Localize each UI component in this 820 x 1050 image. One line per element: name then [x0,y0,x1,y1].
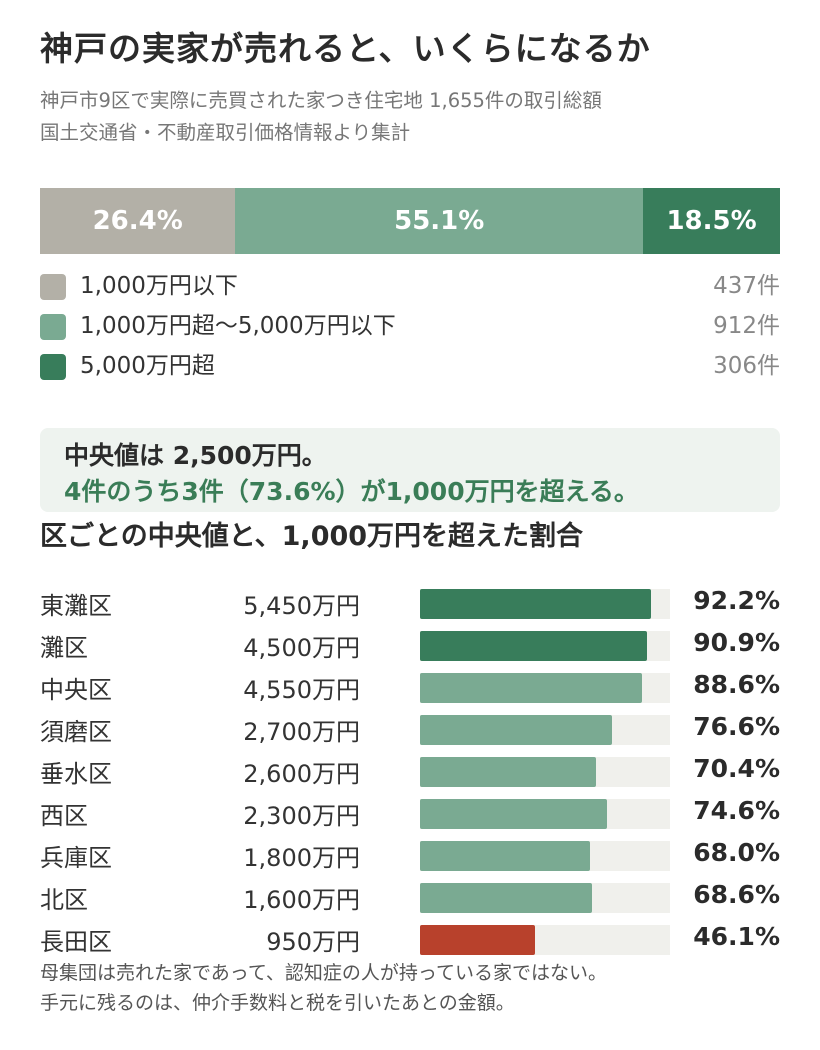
bar-track [420,673,670,703]
ward-percent-label: 76.6% [693,712,780,741]
footnote: 母集団は売れた家であって、認知症の人が持っている家ではない。 [40,962,607,984]
ward-median: 1,600万円 [243,886,360,914]
median-callout-headline: 中央値は 2,500万円。 [64,441,327,470]
ward-median: 2,600万円 [243,760,360,788]
ward-row: 長田区 950万円 46.1% [40,918,780,958]
ward-bar [420,757,596,787]
ward-name: 東灘区 [40,592,112,620]
ward-section-title: 区ごとの中央値と、1,000万円を超えた割合 [40,521,584,552]
ward-name: 灘区 [40,634,88,662]
ward-name: 須磨区 [40,718,112,746]
chart-subtitle: 神戸市9区で実際に売買された家つき住宅地 1,655件の取引総額 [40,89,602,112]
legend-count: 306件 [713,353,780,379]
stack-segment: 18.5% [643,188,780,254]
bar-track [420,841,670,871]
ward-percent-label: 88.6% [693,670,780,699]
bar-track [420,799,670,829]
chart-title: 神戸の実家が売れると、いくらになるか [40,29,651,68]
ward-median: 950万円 [266,928,360,956]
ward-median: 4,550万円 [243,676,360,704]
bar-track [420,715,670,745]
legend-swatch [40,274,66,300]
ward-bar [420,589,651,619]
legend-item: 5,000万円超 306件 [40,350,780,382]
ward-name: 北区 [40,886,88,914]
ward-bar [420,673,642,703]
ward-percent-label: 70.4% [693,754,780,783]
footnote: 手元に残るのは、仲介手数料と税を引いたあとの金額。 [40,992,515,1014]
ward-bar [420,925,536,955]
ward-row: 西区 2,300万円 74.6% [40,792,780,832]
bar-track [420,757,670,787]
median-callout: 中央値は 2,500万円。 4件のうち3件（73.6%）が1,000万円を超える… [40,428,780,512]
ward-percent-label: 74.6% [693,796,780,825]
median-callout-detail: 4件のうち3件（73.6%）が1,000万円を超える。 [64,477,639,506]
ward-name: 兵庫区 [40,844,112,872]
ward-name: 中央区 [40,676,112,704]
legend-swatch [40,314,66,340]
legend-label: 5,000万円超 [80,353,215,379]
stack-segment: 55.1% [235,188,644,254]
ward-bar [420,841,590,871]
ward-bar [420,631,648,661]
ward-name: 垂水区 [40,760,112,788]
ward-median: 2,300万円 [243,802,360,830]
legend-count: 912件 [713,313,780,339]
ward-percent-label: 90.9% [693,628,780,657]
ward-percent-label: 46.1% [693,922,780,951]
legend-item: 1,000万円超〜5,000万円以下 912件 [40,310,780,342]
ward-median: 4,500万円 [243,634,360,662]
ward-row: 須磨区 2,700万円 76.6% [40,708,780,748]
bar-track [420,589,670,619]
ward-percent-label: 68.0% [693,838,780,867]
bar-track [420,883,670,913]
ward-row: 東灘区 5,450万円 92.2% [40,582,780,622]
ward-percent-label: 68.6% [693,880,780,909]
ward-row: 北区 1,600万円 68.6% [40,876,780,916]
legend-swatch [40,354,66,380]
ward-row: 垂水区 2,600万円 70.4% [40,750,780,790]
legend-count: 437件 [713,273,780,299]
legend-label: 1,000万円以下 [80,273,238,299]
ward-name: 西区 [40,802,88,830]
stack-segment: 26.4% [40,188,236,254]
legend-label: 1,000万円超〜5,000万円以下 [80,313,396,339]
ward-row: 灘区 4,500万円 90.9% [40,624,780,664]
ward-median: 2,700万円 [243,718,360,746]
ward-percent-label: 92.2% [693,586,780,615]
bar-track [420,925,670,955]
ward-bar [420,883,592,913]
ward-row: 中央区 4,550万円 88.6% [40,666,780,706]
legend-item: 1,000万円以下 437件 [40,270,780,302]
ward-bar [420,799,607,829]
ward-median: 1,800万円 [243,844,360,872]
chart-source: 国土交通省・不動産取引価格情報より集計 [40,121,411,144]
ward-bar [420,715,612,745]
ward-row: 兵庫区 1,800万円 68.0% [40,834,780,874]
ward-name: 長田区 [40,928,112,956]
bar-track [420,631,670,661]
price-band-stacked-bar: 26.4% 55.1% 18.5% [40,188,780,254]
ward-median: 5,450万円 [243,592,360,620]
